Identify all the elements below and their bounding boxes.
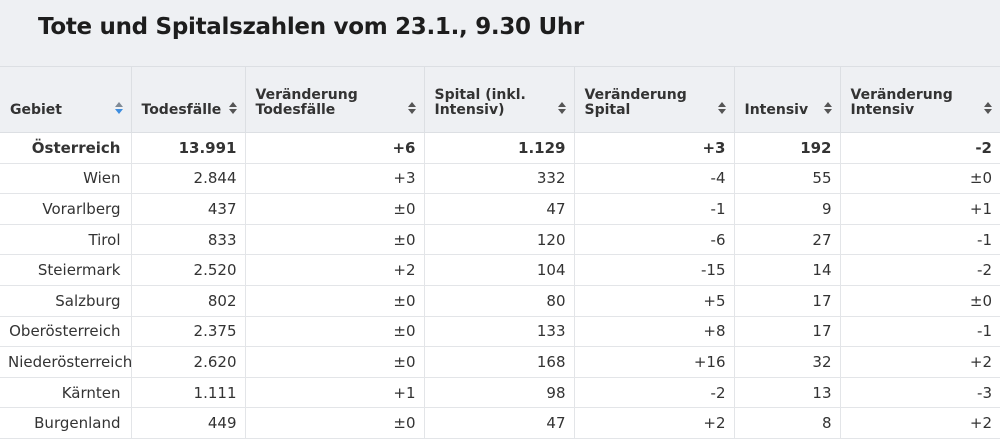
value-cell: ±0 (839, 285, 1000, 317)
value-cell: -1 (839, 224, 1000, 256)
value-cell: ±0 (244, 316, 424, 348)
value-cell: 9 (733, 193, 840, 225)
value-cell: +2 (244, 254, 424, 286)
sort-icon[interactable] (114, 102, 123, 114)
value-cell: ±0 (244, 224, 424, 256)
value-cell: 192 (733, 132, 840, 164)
value-cell: 14 (733, 254, 840, 286)
column-header-label: Intensiv (744, 102, 809, 118)
region-cell: Steiermark (0, 254, 131, 286)
region-cell: Oberösterreich (0, 316, 131, 348)
value-cell: 55 (733, 163, 840, 195)
value-cell: 17 (733, 285, 840, 317)
region-cell: Niederösterreich (0, 346, 132, 378)
column-header-spital-inkl-intensiv[interactable]: Spital (inkl. Intensiv) (423, 66, 574, 133)
page-title: Tote und Spitalszahlen vom 23.1., 9.30 U… (38, 14, 584, 40)
region-cell: Salzburg (0, 285, 131, 317)
value-cell: 133 (423, 316, 574, 348)
column-header-intensiv[interactable]: Intensiv (733, 66, 840, 133)
value-cell: 47 (423, 193, 574, 225)
value-cell: +1 (839, 193, 1000, 225)
value-cell: 98 (423, 377, 574, 409)
column-header-veraenderung-intensiv[interactable]: Veränderung Intensiv (839, 66, 1000, 133)
sort-icon[interactable] (557, 102, 566, 114)
value-cell: -2 (839, 254, 1000, 286)
column-header-label: Todesfälle (141, 102, 222, 118)
value-cell: -4 (573, 163, 734, 195)
value-cell: -6 (573, 224, 734, 256)
value-cell: 2.620 (130, 346, 245, 378)
value-cell: ±0 (244, 285, 424, 317)
value-cell: 2.844 (130, 163, 245, 195)
header-row: Gebiet Todesfälle Veränderung Todesfälle Sp… (0, 66, 1000, 133)
value-cell: +5 (573, 285, 734, 317)
value-cell: ±0 (244, 193, 424, 225)
value-cell: +1 (244, 377, 424, 409)
table-row: Wien 2.844 +3 332 -4 55 ±0 (0, 163, 1000, 195)
region-cell: Vorarlberg (0, 193, 131, 225)
table-row: Kärnten 1.111 +1 98 -2 13 -3 (0, 377, 1000, 409)
table-row: Niederösterreich 2.620 ±0 168 +16 32 +2 (0, 346, 1000, 378)
column-header-veraenderung-todesfaelle[interactable]: Veränderung Todesfälle (244, 66, 424, 133)
sort-icon[interactable] (717, 102, 726, 114)
value-cell: 437 (130, 193, 245, 225)
value-cell: 27 (733, 224, 840, 256)
value-cell: +6 (244, 132, 424, 164)
column-header-label: Veränderung Todesfälle (255, 87, 358, 118)
table-body: Österreich 13.991 +6 1.129 +3 192 -2 Wien 2.844 +… (0, 132, 1000, 439)
title-bar: Tote und Spitalszahlen vom 23.1., 9.30 U… (0, 0, 1000, 66)
table-row: Tirol 833 ±0 120 -6 27 -1 (0, 224, 1000, 256)
column-header-label: Spital (inkl. Intensiv) (434, 87, 526, 118)
value-cell: -1 (839, 316, 1000, 348)
value-cell: 332 (423, 163, 574, 195)
value-cell: 17 (733, 316, 840, 348)
value-cell: 168 (423, 346, 574, 378)
value-cell: 2.375 (130, 316, 245, 348)
table-row: Steiermark 2.520 +2 104 -15 14 -2 (0, 254, 1000, 286)
value-cell: 1.129 (423, 132, 574, 164)
region-cell: Österreich (0, 132, 131, 164)
column-header-label: Gebiet (10, 102, 62, 118)
value-cell: ±0 (839, 163, 1000, 195)
value-cell: +2 (839, 346, 1000, 378)
region-cell: Wien (0, 163, 131, 195)
region-cell: Kärnten (0, 377, 131, 409)
value-cell: 802 (130, 285, 245, 317)
data-table: Gebiet Todesfälle Veränderung Todesfälle Sp… (0, 66, 1000, 439)
sort-icon[interactable] (823, 102, 832, 114)
sort-icon[interactable] (228, 102, 237, 114)
column-header-gebiet[interactable]: Gebiet (0, 66, 131, 133)
value-cell: 104 (423, 254, 574, 286)
value-cell: +8 (573, 316, 734, 348)
value-cell: 120 (423, 224, 574, 256)
value-cell: 32 (733, 346, 840, 378)
sort-icon[interactable] (984, 102, 992, 114)
value-cell: -2 (573, 377, 734, 409)
value-cell: 13 (733, 377, 840, 409)
value-cell: -2 (839, 132, 1000, 164)
value-cell: 13.991 (130, 132, 245, 164)
value-cell: 833 (130, 224, 245, 256)
table-row: Österreich 13.991 +6 1.129 +3 192 -2 (0, 132, 1000, 164)
column-header-todesfaelle[interactable]: Todesfälle (130, 66, 245, 133)
value-cell: -15 (573, 254, 734, 286)
value-cell: +3 (244, 163, 424, 195)
column-header-label: Veränderung Spital (584, 87, 687, 118)
value-cell: 80 (423, 285, 574, 317)
value-cell: +16 (573, 346, 734, 378)
value-cell: +3 (573, 132, 734, 164)
value-cell: 2.520 (130, 254, 245, 286)
column-header-veraenderung-spital[interactable]: Veränderung Spital (573, 66, 734, 133)
value-cell: 1.111 (130, 377, 245, 409)
sort-icon[interactable] (407, 102, 416, 114)
table-row: Salzburg 802 ±0 80 +5 17 ±0 (0, 285, 1000, 317)
value-cell: -1 (573, 193, 734, 225)
value-cell: -3 (839, 377, 1000, 409)
table-row: Vorarlberg 437 ±0 47 -1 9 +1 (0, 193, 1000, 225)
table-row: Oberösterreich 2.375 ±0 133 +8 17 -1 (0, 316, 1000, 348)
value-cell: ±0 (244, 346, 424, 378)
region-cell: Tirol (0, 224, 131, 256)
column-header-label: Veränderung Intensiv (850, 87, 953, 118)
